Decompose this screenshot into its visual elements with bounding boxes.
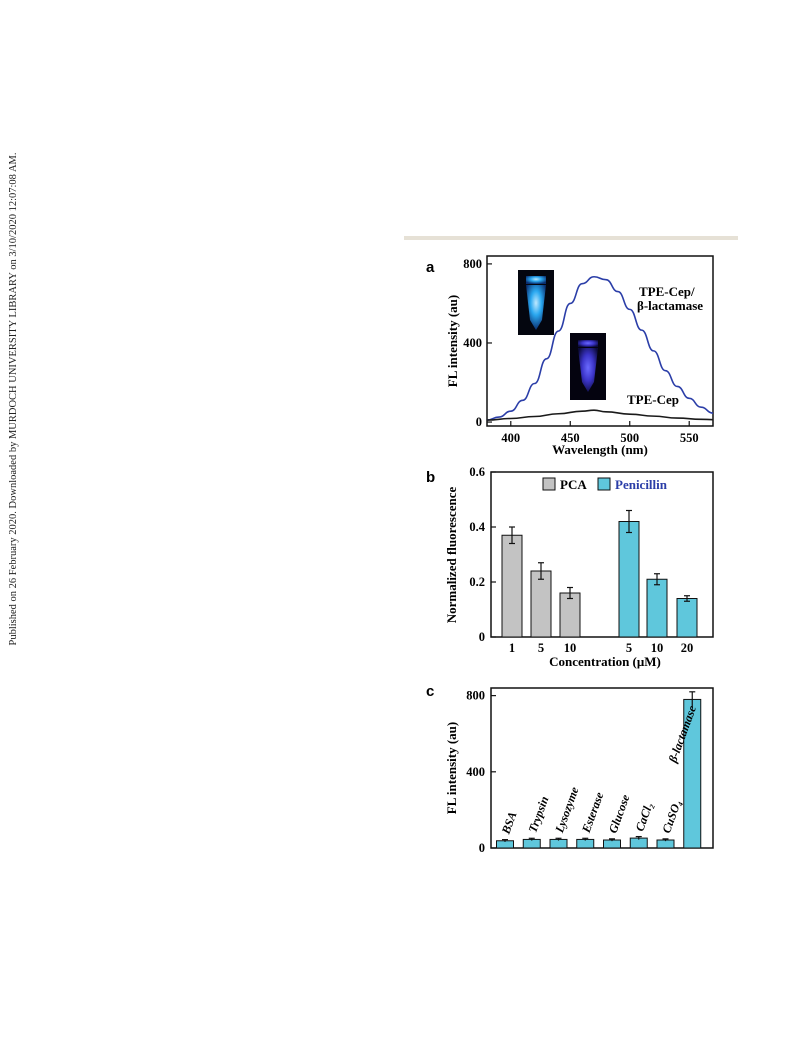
panel-b-bars: 1 5 10 5 10 20 (501, 509, 698, 655)
panel-a-x-ticks: 400 450 500 550 (501, 421, 699, 445)
series-label-tpe-cep: TPE-Cep (627, 392, 679, 407)
panel-c-category-label: CaCl₂ (632, 801, 655, 834)
panel-c-category-label: Esterase (579, 790, 607, 836)
legend-label-pca: PCA (560, 477, 587, 492)
panel-c-y-axis-label: FL intensity (au) (444, 722, 459, 814)
panel-c-category-label: BSA (498, 810, 519, 837)
panel-b-x-tick-label: 5 (626, 641, 632, 655)
panel-b-x-tick-label: 5 (538, 641, 544, 655)
legend-swatch-pca (542, 477, 556, 491)
panel-a-x-tick-label: 500 (620, 431, 639, 445)
panel-c-category-label: Trypsin (525, 794, 551, 834)
panel-b-bar (646, 578, 668, 638)
panel-b-frame (490, 471, 714, 638)
panel-b-x-tick-label: 1 (509, 641, 515, 655)
legend-label-penicillin: Penicillin (615, 477, 668, 492)
panel-a-series (486, 275, 714, 421)
panel-c-category-label: Lysozyme (552, 784, 582, 835)
panel-b-bar (559, 592, 581, 638)
panel-c-letter: c (426, 683, 434, 700)
panel-c-category-label: CuSO₄ (659, 798, 684, 835)
series-label-tpe-cep-lactamase-2: β-lactamase (637, 298, 703, 313)
legend-swatch-penicillin (597, 477, 611, 491)
panel-b-x-axis-label: Concentration (μM) (549, 654, 661, 669)
panel-c-bar (603, 839, 621, 849)
panel-c-bar (576, 838, 595, 849)
header-rule (404, 236, 738, 240)
panel-c-y-tick-label: 400 (466, 765, 485, 779)
panel-a-letter: a (426, 259, 435, 276)
panel-b-bar (501, 534, 523, 638)
panel-a-y-ticks: 0 400 800 (463, 257, 492, 429)
panel-a-x-tick-label: 550 (680, 431, 699, 445)
panel-b-y-tick-label: 0.6 (469, 465, 485, 479)
inset-tube-bright (518, 270, 554, 335)
panel-b-bar (530, 570, 552, 638)
panel-b-bar (618, 521, 640, 638)
panel-a-x-axis-label: Wavelength (nm) (552, 442, 648, 457)
panel-b-y-tick-label: 0.4 (469, 520, 485, 534)
panel-b-y-axis-label: Normalized fluorescence (444, 486, 459, 623)
panel-c-y-ticks: 0 400 800 (466, 689, 496, 855)
panel-b-bar (676, 598, 698, 638)
panel-c-bar (522, 838, 541, 849)
panel-b-x-tick-label: 10 (651, 641, 664, 655)
panel-b-x-tick-label: 20 (681, 641, 694, 655)
panel-c-y-tick-label: 0 (479, 841, 485, 855)
panel-b-letter: b (426, 469, 435, 486)
panel-c-frame (490, 687, 714, 849)
panel-b-y-ticks: 0 0.2 0.4 0.6 (469, 465, 496, 644)
panel-a-x-tick-label: 450 (561, 431, 580, 445)
panel-a-frame (486, 255, 714, 427)
series-label-tpe-cep-lactamase-1: TPE-Cep/ (639, 284, 695, 299)
panel-a-y-axis-label: FL intensity (au) (445, 295, 460, 387)
panel-a-x-tick-label: 400 (501, 431, 520, 445)
panel-a-series-line-1 (486, 409, 714, 421)
panel-a-y-tick-label: 400 (463, 336, 482, 350)
panel-a: a 0 400 800 400 450 500 550 TPE-Cep/ β-lactam… (426, 255, 714, 457)
panel-b-y-tick-label: 0.2 (469, 575, 485, 589)
panel-c-category-label: Glucose (606, 792, 633, 835)
panel-a-y-tick-label: 800 (463, 257, 482, 271)
panel-a-y-tick-label: 0 (476, 415, 482, 429)
panel-b: b 00.20.40.6 1 5 10 5 10 20 PCA Penicillin Co… (426, 465, 714, 669)
inset-tube-dim (570, 333, 606, 400)
panel-a-series-line-0 (486, 275, 714, 421)
panel-c-bar (656, 839, 675, 849)
panel-b-x-tick-label: 10 (564, 641, 577, 655)
panel-c-bar (549, 838, 568, 849)
panel-b-y-tick-label: 0 (479, 630, 485, 644)
panel-c-y-tick-label: 800 (466, 689, 485, 703)
